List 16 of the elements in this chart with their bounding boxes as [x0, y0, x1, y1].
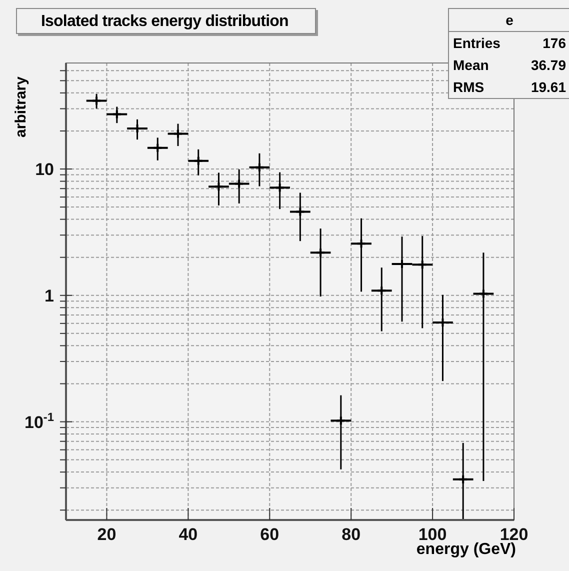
- text: 36.79: [530, 56, 566, 75]
- y-axis-title: arbitrary: [12, 76, 30, 138]
- x-tick-label: 20: [97, 525, 116, 544]
- x-tick-label: 80: [342, 525, 361, 544]
- text: e: [449, 9, 569, 32]
- text: 19.61: [530, 78, 566, 97]
- y-tick-label: 10$^{-1}$: [24, 410, 54, 432]
- y-tick-label: 1: [44, 286, 54, 306]
- x-tick-label: 60: [260, 525, 280, 544]
- annotation: Mean: [453, 56, 489, 75]
- annotation: RMS: [453, 78, 484, 97]
- text: Entries: [453, 34, 500, 53]
- x-tick-label: 40: [178, 525, 198, 544]
- text: 176: [542, 34, 566, 53]
- chart-title: Isolated tracks energy distribution: [16, 8, 316, 34]
- y-tick-label: 10: [35, 160, 54, 180]
